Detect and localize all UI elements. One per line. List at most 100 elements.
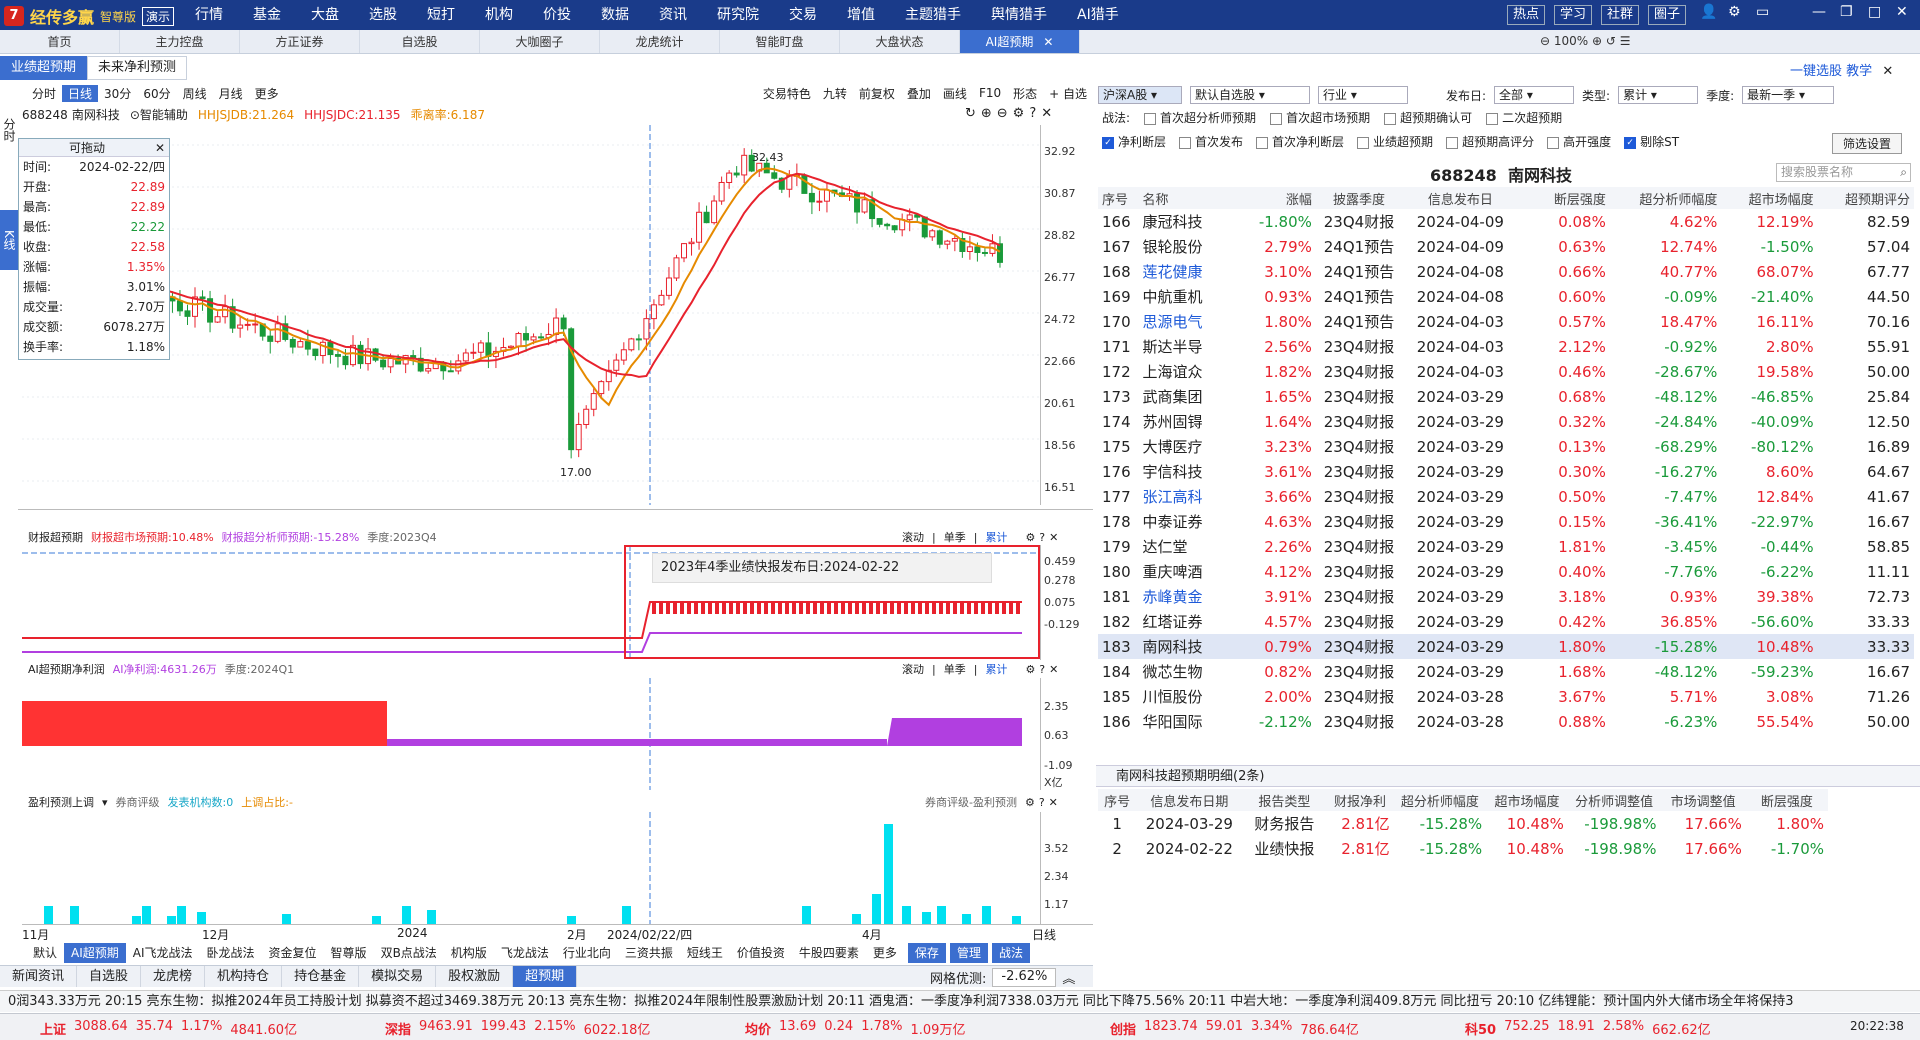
strategy-tab-12[interactable]: 价值投资 bbox=[736, 946, 785, 960]
tab-future-forecast[interactable]: 未来净利预测 bbox=[87, 56, 188, 80]
chart-tool-6[interactable]: 形态 bbox=[1013, 86, 1038, 101]
strategy-tab-3[interactable]: 卧龙战法 bbox=[206, 946, 255, 960]
chart-tool-3[interactable]: 叠加 bbox=[906, 86, 931, 101]
checkbox-icon[interactable] bbox=[1179, 136, 1192, 149]
table-row[interactable]: 185 川恒股份 2.00% 23Q4财报 2024-03-28 3.67% 5.71% 3.… bbox=[1098, 684, 1914, 709]
index-item[interactable]: 均价 13.69 0.24 1.78% 1.09万亿 bbox=[745, 1019, 965, 1038]
rating-chart[interactable] bbox=[22, 812, 1040, 924]
table-row[interactable]: 182 红塔证券 4.57% 23Q4财报 2024-03-29 0.42% 36.85% -… bbox=[1098, 609, 1914, 634]
strategy-tab-17[interactable]: 战法 bbox=[991, 943, 1030, 963]
detail-column-header[interactable]: 报告类型 bbox=[1242, 789, 1327, 811]
column-header[interactable]: 信息发布日 bbox=[1402, 187, 1519, 209]
bottom-tab-4[interactable]: 持仓基金 bbox=[282, 966, 360, 987]
table-row[interactable]: 167 银轮股份 2.79% 24Q1预告 2024-04-09 0.63% 12.74% -… bbox=[1098, 234, 1914, 259]
strategy-tab-7[interactable]: 机构版 bbox=[450, 946, 487, 960]
table-row[interactable]: 168 莲花健康 3.10% 24Q1预告 2024-04-08 0.66% 40.77% 6… bbox=[1098, 259, 1914, 284]
menu-item-11[interactable]: 增值 bbox=[847, 7, 875, 23]
checkbox-icon[interactable]: ✓ bbox=[1624, 136, 1637, 149]
bottom-tab-6[interactable]: 股权激励 bbox=[436, 966, 514, 987]
check-2[interactable]: 超预期确认可 bbox=[1384, 109, 1472, 126]
rolling-button[interactable]: 滚动 bbox=[902, 531, 924, 544]
menu-item-6[interactable]: 价投 bbox=[543, 7, 571, 23]
maximize-icon[interactable]: □ bbox=[1868, 4, 1882, 20]
tab-close-icon[interactable]: ✕ bbox=[1043, 35, 1054, 49]
checkbox-icon[interactable]: ✓ bbox=[1102, 136, 1114, 149]
table-row[interactable]: 170 思源电气 1.80% 24Q1预告 2024-04-03 0.57% 18.47% 1… bbox=[1098, 309, 1914, 334]
checkbox-icon[interactable] bbox=[1446, 136, 1459, 149]
earnings-exceed-chart[interactable] bbox=[22, 545, 1040, 660]
check2-6[interactable]: ✓ 剔除ST bbox=[1624, 133, 1679, 150]
period-4[interactable]: 周线 bbox=[182, 86, 207, 101]
teach-link[interactable]: 教学 bbox=[1846, 64, 1873, 79]
chart-tool-7[interactable]: + 自选 bbox=[1049, 86, 1087, 101]
checkbox-icon[interactable] bbox=[1547, 136, 1560, 149]
tab-performance-exceed[interactable]: 业绩超预期 bbox=[0, 56, 88, 80]
menu-item-8[interactable]: 资讯 bbox=[659, 7, 687, 23]
sub3-title[interactable]: 盈利预测上调 bbox=[28, 796, 94, 809]
panel-close-icon[interactable]: ✕ bbox=[1882, 64, 1894, 79]
period-3[interactable]: 60分 bbox=[143, 86, 171, 101]
check2-2[interactable]: 首次净利断层 bbox=[1256, 133, 1344, 150]
check2-4[interactable]: 超预期高评分 bbox=[1446, 133, 1534, 150]
info-box-header[interactable]: 可拖动 ✕ bbox=[19, 139, 169, 157]
period-0[interactable]: 分时 bbox=[32, 86, 57, 101]
table-row[interactable]: 183 南网科技 0.79% 23Q4财报 2024-03-29 1.80% -15.28%… bbox=[1098, 634, 1914, 659]
kline-chart[interactable] bbox=[22, 125, 1040, 505]
season-select[interactable]: 最新一季 ▾ bbox=[1742, 86, 1835, 104]
menu-item-7[interactable]: 数据 bbox=[601, 7, 629, 23]
zoom-indicator[interactable]: ⊖ 100% ⊕ ↺ ☰ bbox=[1540, 34, 1631, 48]
strategy-tab-9[interactable]: 行业北向 bbox=[562, 946, 611, 960]
page-tab-0[interactable]: 首页 bbox=[0, 30, 120, 53]
strategy-tab-0[interactable]: 默认 bbox=[33, 946, 58, 960]
chart-tool-4[interactable]: 画线 bbox=[942, 86, 967, 101]
detail-column-header[interactable]: 超市场幅度 bbox=[1486, 789, 1568, 811]
check2-1[interactable]: 首次发布 bbox=[1179, 133, 1243, 150]
period-6[interactable]: 更多 bbox=[254, 86, 279, 101]
table-row[interactable]: 179 达仁堂 2.26% 23Q4财报 2024-03-29 1.81% -3.45% -0… bbox=[1098, 534, 1914, 559]
single-quarter-button-2[interactable]: 单季 bbox=[943, 663, 966, 676]
table-row[interactable]: 171 斯达半导 2.56% 23Q4财报 2024-04-03 2.12% -0.92% 2… bbox=[1098, 334, 1914, 359]
table-row[interactable]: 166 康冠科技 -1.80% 23Q4财报 2024-04-09 0.08% 4.62% 1… bbox=[1098, 209, 1914, 234]
table-row[interactable]: 176 宇信科技 3.61% 23Q4财报 2024-03-29 0.30% -16.27%… bbox=[1098, 459, 1914, 484]
table-row[interactable]: 181 赤峰黄金 3.91% 23Q4财报 2024-03-29 3.18% 0.93% 39… bbox=[1098, 584, 1914, 609]
cumulative-button[interactable]: 累计 bbox=[985, 531, 1008, 544]
detail-column-header[interactable]: 断层强度 bbox=[1745, 789, 1828, 811]
bottom-tab-5[interactable]: 模拟交易 bbox=[359, 966, 437, 987]
column-header[interactable]: 断层强度 bbox=[1518, 187, 1610, 209]
period-5[interactable]: 月线 bbox=[218, 86, 243, 101]
strategy-tab-8[interactable]: 飞龙战法 bbox=[500, 946, 549, 960]
table-row[interactable]: 177 张江高科 3.66% 23Q4财报 2024-03-29 0.50% -7.47% 1… bbox=[1098, 484, 1914, 509]
tab-timeshare[interactable]: 分时 bbox=[2, 118, 16, 142]
close-icon[interactable]: ✕ bbox=[1896, 4, 1908, 20]
index-item[interactable]: 上证 3088.64 35.74 1.17% 4841.60亿 bbox=[40, 1019, 297, 1038]
page-tab-8[interactable]: AI超预期 ✕ bbox=[960, 30, 1080, 53]
sub2-controls[interactable]: ⚙?✕ bbox=[1025, 662, 1063, 676]
tab-kline[interactable]: K线 bbox=[0, 210, 18, 270]
detail-column-header[interactable]: 信息发布日期 bbox=[1136, 789, 1243, 811]
watchlist-select[interactable]: 默认自选股 ▾ bbox=[1190, 86, 1310, 104]
strategy-tab-11[interactable]: 短线王 bbox=[686, 946, 723, 960]
menu-item-2[interactable]: 大盘 bbox=[311, 7, 339, 23]
table-row[interactable]: 169 中航重机 0.93% 24Q1预告 2024-04-08 0.60% -0.09% -… bbox=[1098, 284, 1914, 309]
menu-item-12[interactable]: 主题猎手 bbox=[905, 7, 961, 23]
period-1[interactable]: 日线 bbox=[62, 84, 99, 102]
checkbox-icon[interactable] bbox=[1270, 112, 1283, 125]
detail-row[interactable]: 2 2024-02-22 业绩快报 2.81亿 -15.28% 10.48% -198.98… bbox=[1098, 836, 1828, 861]
strategy-tab-13[interactable]: 牛股四要素 bbox=[798, 946, 859, 960]
strategy-tab-2[interactable]: AI飞龙战法 bbox=[132, 946, 193, 960]
chart-controls[interactable]: ↻⊕⊖⚙?✕ bbox=[965, 106, 1058, 121]
detail-column-header[interactable]: 市场调整值 bbox=[1660, 789, 1746, 811]
table-row[interactable]: 172 上海谊众 1.82% 23Q4财报 2024-04-03 0.46% -28.67%… bbox=[1098, 359, 1914, 384]
column-header[interactable]: 序号 bbox=[1098, 187, 1139, 209]
single-quarter-button[interactable]: 单季 bbox=[943, 531, 966, 544]
ohlc-info-box[interactable]: 可拖动 ✕ 时间: 2024-02-22/四 开盘: 22.89 最高: 22.89 最低: 2… bbox=[18, 138, 170, 360]
column-header[interactable]: 披露季度 bbox=[1315, 187, 1403, 209]
column-header[interactable]: 超分析师幅度 bbox=[1609, 187, 1722, 209]
page-tab-6[interactable]: 智能盯盘 bbox=[720, 30, 840, 53]
table-row[interactable]: 175 大博医疗 3.23% 23Q4财报 2024-03-29 0.13% -68.29%… bbox=[1098, 434, 1914, 459]
detail-row[interactable]: 1 2024-03-29 财务报告 2.81亿 -15.28% 10.48% -198.98… bbox=[1098, 811, 1828, 836]
strategy-tab-5[interactable]: 智尊版 bbox=[330, 946, 367, 960]
check-0[interactable]: 首次超分析师预期 bbox=[1144, 109, 1256, 126]
strategy-tab-14[interactable]: 更多 bbox=[872, 946, 897, 960]
column-header[interactable]: 涨幅 bbox=[1239, 187, 1316, 209]
